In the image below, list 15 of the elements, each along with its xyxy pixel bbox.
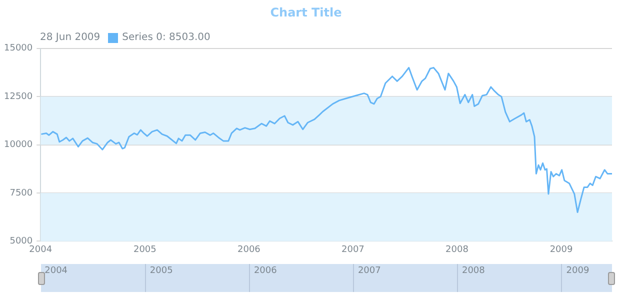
y-tick-label: 12500 [4,92,33,102]
chart-title: Chart Title [270,5,342,20]
x-tick-label: 2009 [550,244,573,255]
legend-title: 28 Jun 2009 [40,32,100,43]
x-tick-label: 2004 [29,244,52,255]
x-tick-label: 2008 [446,244,469,255]
y-tick-label: 7500 [10,188,33,198]
x-tick-label: 2007 [342,244,364,255]
x-tick-label: 2006 [237,244,261,255]
x-tick-label: 2005 [133,244,156,255]
legend-label: Series 0: 8503.00 [122,32,210,43]
scrollbar: 2004 2005 2006 2007 2008 2009 [40,264,612,292]
y-tick-label: 10000 [4,140,33,150]
y-tick-label: 5000 [10,236,33,247]
y-tick-label: 15000 [4,44,33,54]
